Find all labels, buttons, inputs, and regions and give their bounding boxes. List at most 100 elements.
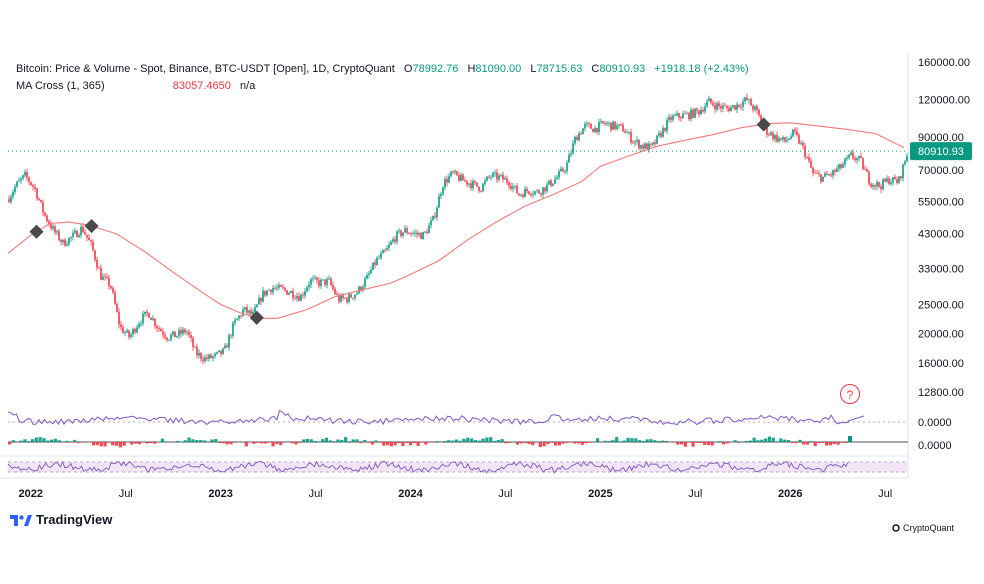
candle-body — [334, 288, 336, 295]
candle-body — [310, 279, 312, 285]
candle-body — [196, 346, 198, 356]
candle-body — [378, 257, 380, 259]
candle-body — [240, 315, 242, 317]
candle-body — [180, 330, 182, 334]
histogram-bar — [458, 440, 462, 442]
histogram-bar — [164, 441, 168, 442]
candle-body — [214, 353, 216, 357]
histogram-bar — [153, 442, 157, 444]
histogram-bar — [752, 437, 756, 442]
candle-body — [878, 182, 880, 187]
candle-body — [386, 248, 388, 251]
candle-body — [742, 101, 744, 107]
histogram-bar — [50, 439, 54, 442]
candle-body — [454, 171, 456, 173]
histogram-bar — [515, 442, 520, 445]
histogram-bar — [401, 442, 405, 446]
candle-body — [748, 99, 750, 101]
histogram-bar — [638, 440, 642, 442]
candle-body — [846, 157, 848, 160]
candle-body — [168, 339, 170, 341]
candle-body — [602, 121, 604, 124]
histogram-bar — [557, 442, 562, 446]
candle-body — [184, 329, 186, 333]
candle-body — [124, 332, 126, 334]
candle-body — [296, 296, 298, 299]
histogram-bar — [454, 439, 458, 442]
time-tick-label: Jul — [309, 488, 323, 500]
candle-body — [476, 182, 478, 187]
histogram-bar — [366, 442, 371, 443]
candle-body — [886, 178, 888, 182]
candle-body — [664, 127, 666, 131]
histogram-bar — [374, 440, 378, 442]
candle-body — [548, 180, 550, 185]
histogram-bar — [489, 437, 493, 442]
ma-cross-marker — [29, 224, 44, 239]
candle-body — [414, 232, 416, 234]
help-button[interactable]: ? — [840, 384, 860, 404]
histogram-bar — [485, 437, 489, 442]
candle-body — [164, 334, 166, 338]
candle-body — [450, 171, 452, 177]
candle-body — [778, 138, 780, 142]
candle-body — [62, 239, 64, 242]
candle-body — [202, 358, 204, 362]
candle-body — [396, 231, 398, 242]
candle-body — [642, 145, 644, 149]
cryptoquant-logo-icon — [892, 524, 900, 532]
histogram-bar — [393, 442, 397, 446]
open-value: 78992.76 — [412, 63, 459, 75]
candle-body — [126, 330, 128, 333]
histogram-bar — [790, 442, 794, 444]
candle-body — [462, 174, 464, 181]
candle-body — [352, 297, 354, 299]
candle-body — [464, 180, 466, 182]
histogram-bar — [683, 442, 688, 447]
histogram-bar — [588, 442, 592, 443]
candle-body — [648, 143, 650, 151]
candle-body — [498, 175, 500, 180]
histogram-bar — [603, 440, 607, 442]
candle-body — [42, 201, 44, 213]
candle-body — [656, 135, 658, 144]
candle-body — [614, 121, 616, 130]
candle-body — [246, 307, 248, 313]
candle-body — [176, 335, 178, 338]
candle-body — [792, 129, 794, 137]
candle-body — [676, 113, 678, 116]
histogram-bar — [424, 442, 428, 445]
histogram-bar — [756, 440, 760, 442]
candle-body — [794, 129, 796, 132]
candle-body — [112, 288, 114, 293]
histogram-bar — [229, 442, 233, 445]
candle-body — [416, 232, 418, 235]
candle-body — [524, 188, 526, 198]
candle-body — [840, 164, 842, 168]
histogram-bar — [779, 438, 783, 442]
histogram-bar — [626, 437, 630, 442]
histogram-bar — [72, 439, 77, 442]
candle-body — [600, 121, 602, 123]
candle-body — [200, 352, 202, 359]
price-tick-label: 43000.00 — [918, 229, 964, 241]
candle-body — [690, 109, 692, 120]
candle-body — [850, 152, 852, 155]
time-tick-label: Jul — [498, 488, 512, 500]
histogram-bar — [126, 442, 130, 443]
candle-body — [624, 131, 626, 133]
candle-body — [628, 132, 630, 133]
histogram-bar — [473, 440, 478, 442]
candle-body — [756, 106, 758, 111]
candle-body — [574, 136, 576, 144]
tradingview-brand[interactable]: TradingView — [10, 512, 112, 527]
candle-body — [384, 250, 386, 252]
candle-body — [772, 132, 774, 140]
candle-body — [452, 171, 454, 173]
candle-body — [348, 294, 350, 303]
candle-body — [806, 157, 808, 158]
candle-body — [58, 231, 60, 241]
candle-body — [460, 174, 462, 181]
candle-body — [776, 134, 778, 142]
